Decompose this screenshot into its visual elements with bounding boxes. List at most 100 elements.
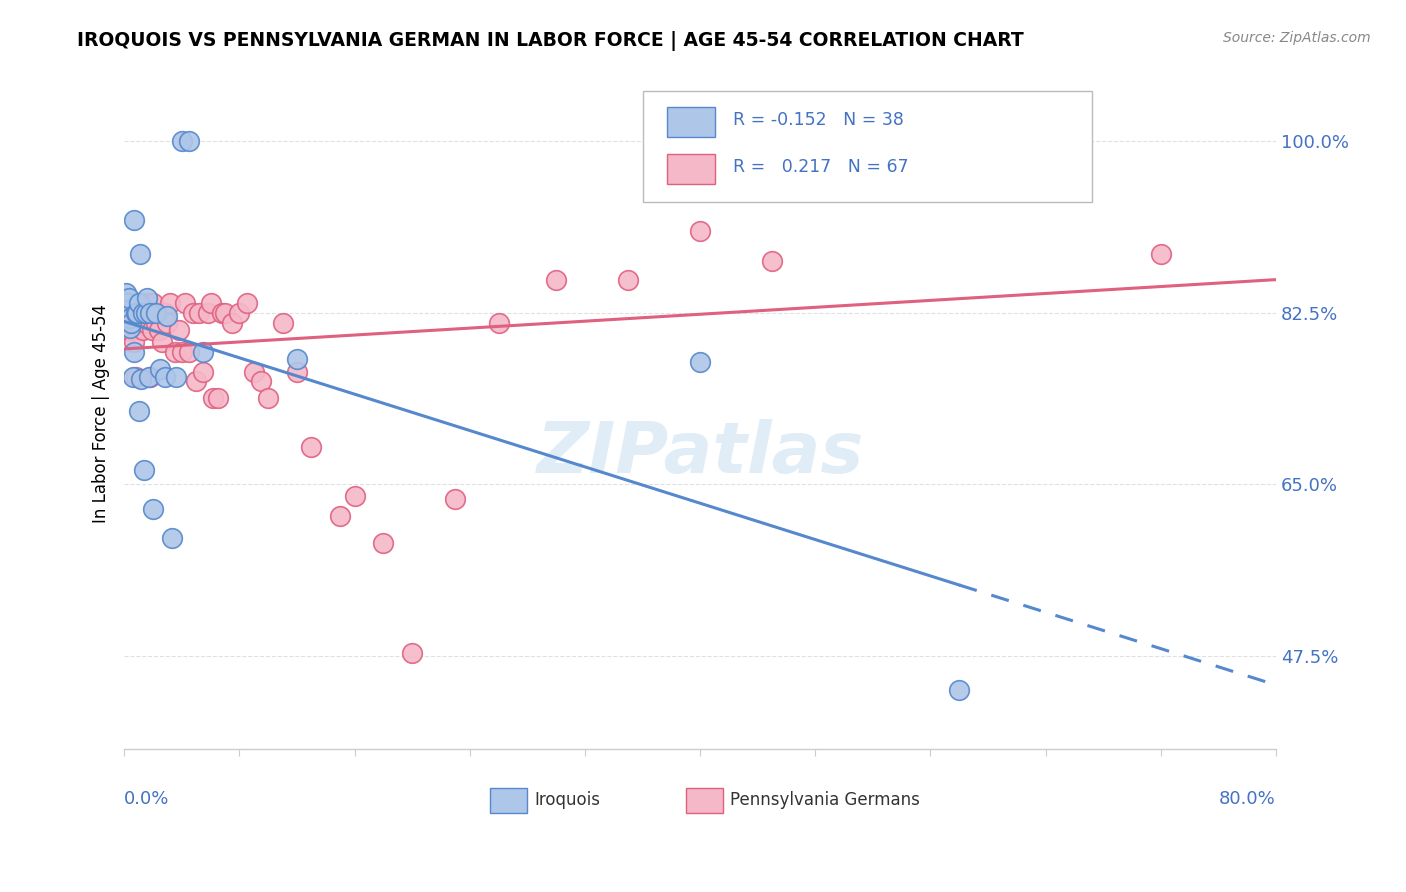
Point [488, 316, 510, 330]
Point [131, 371, 153, 385]
Point [186, 375, 208, 389]
Point [139, 306, 162, 320]
Point [235, 296, 257, 310]
Point [188, 306, 211, 320]
Point [135, 316, 157, 330]
Point [546, 273, 568, 287]
Point [121, 322, 143, 336]
Point [127, 309, 149, 323]
Point [114, 301, 136, 315]
Point [149, 361, 172, 376]
Point [202, 391, 225, 405]
Point [115, 306, 138, 320]
Point [125, 306, 148, 320]
Point [120, 316, 142, 330]
Point [193, 365, 215, 379]
Point [138, 369, 160, 384]
Text: IROQUOIS VS PENNSYLVANIA GERMAN IN LABOR FORCE | AGE 45-54 CORRELATION CHART: IROQUOIS VS PENNSYLVANIA GERMAN IN LABOR… [77, 31, 1024, 51]
Point [181, 306, 204, 320]
Point [444, 492, 467, 507]
Point [200, 296, 222, 310]
Y-axis label: In Labor Force | Age 45-54: In Labor Force | Age 45-54 [93, 304, 110, 523]
Point [124, 335, 146, 350]
Point [207, 391, 229, 405]
Point [689, 224, 711, 238]
Point [193, 345, 215, 359]
Point [214, 306, 236, 320]
Point [1049, 134, 1071, 148]
Point [177, 345, 200, 359]
Point [117, 310, 139, 325]
Point [127, 306, 149, 320]
Point [128, 296, 150, 310]
Point [117, 302, 139, 317]
Point [134, 310, 156, 325]
Point [114, 301, 136, 315]
Point [134, 463, 156, 477]
Point [141, 322, 163, 336]
Point [124, 212, 146, 227]
Point [156, 316, 179, 330]
Point [170, 345, 193, 359]
Point [120, 310, 142, 325]
Point [343, 489, 366, 503]
Point [299, 440, 322, 454]
Text: Pennsylvania Germans: Pennsylvania Germans [730, 790, 920, 809]
Text: Source: ZipAtlas.com: Source: ZipAtlas.com [1223, 31, 1371, 45]
Point [617, 273, 640, 287]
FancyBboxPatch shape [686, 788, 723, 814]
Point [1150, 247, 1173, 261]
Point [165, 369, 187, 384]
Point [228, 306, 250, 320]
FancyBboxPatch shape [666, 107, 716, 137]
FancyBboxPatch shape [491, 788, 527, 814]
Point [132, 306, 155, 320]
Point [177, 134, 200, 148]
Point [128, 404, 150, 418]
Point [271, 316, 294, 330]
Point [948, 683, 970, 698]
Point [761, 253, 783, 268]
Point [167, 322, 190, 336]
Point [142, 502, 165, 516]
Point [118, 320, 141, 334]
Point [257, 391, 280, 405]
Point [117, 322, 139, 336]
Point [125, 306, 148, 320]
Text: ZIPatlas: ZIPatlas [537, 419, 863, 488]
Point [121, 369, 143, 384]
Text: R =   0.217   N = 67: R = 0.217 N = 67 [734, 158, 910, 176]
Point [142, 296, 165, 310]
Point [114, 286, 136, 301]
Point [150, 335, 173, 350]
Point [689, 355, 711, 369]
Point [139, 369, 162, 384]
Point [285, 365, 308, 379]
Point [118, 316, 141, 330]
Point [136, 291, 159, 305]
Point [115, 310, 138, 325]
Text: R = -0.152   N = 38: R = -0.152 N = 38 [734, 111, 904, 128]
Point [148, 322, 170, 336]
Point [285, 351, 308, 366]
Point [243, 365, 266, 379]
Point [114, 306, 136, 320]
FancyBboxPatch shape [666, 154, 716, 185]
Point [153, 306, 176, 320]
Point [136, 296, 159, 310]
Point [401, 646, 423, 660]
Point [124, 345, 146, 359]
Text: 0.0%: 0.0% [124, 789, 170, 807]
Point [125, 369, 148, 384]
Text: 80.0%: 80.0% [1219, 789, 1277, 807]
Point [156, 309, 179, 323]
Point [221, 316, 243, 330]
Point [145, 306, 167, 320]
Point [197, 306, 219, 320]
Point [118, 306, 141, 320]
Point [145, 316, 167, 330]
Point [129, 316, 152, 330]
Point [329, 508, 352, 523]
Point [135, 306, 157, 320]
Point [118, 310, 141, 325]
